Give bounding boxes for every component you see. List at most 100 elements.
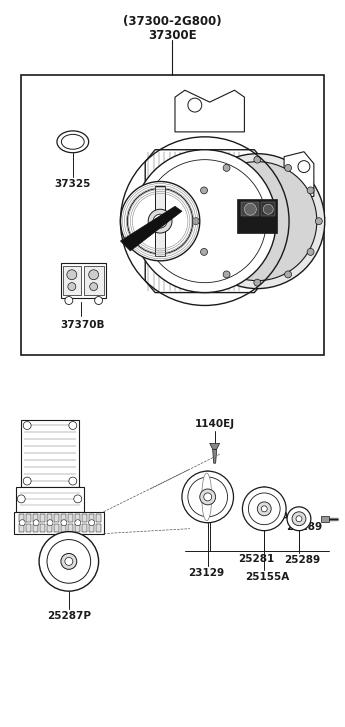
- Bar: [40, 523, 45, 531]
- Circle shape: [69, 477, 77, 485]
- Circle shape: [188, 477, 228, 517]
- Polygon shape: [84, 266, 104, 294]
- Bar: [47, 523, 52, 531]
- Text: 25281: 25281: [238, 555, 274, 564]
- Circle shape: [33, 520, 39, 526]
- Bar: [82, 523, 87, 531]
- Bar: [33, 514, 38, 522]
- Circle shape: [223, 271, 230, 278]
- Circle shape: [254, 156, 261, 163]
- Circle shape: [19, 520, 25, 526]
- Text: 25287P: 25287P: [47, 611, 91, 621]
- Circle shape: [153, 214, 167, 228]
- Text: 23129: 23129: [188, 499, 224, 510]
- Ellipse shape: [57, 131, 89, 153]
- Ellipse shape: [61, 134, 84, 149]
- Polygon shape: [237, 199, 277, 233]
- Text: (37300-2G800): (37300-2G800): [123, 15, 221, 28]
- Bar: [68, 514, 73, 522]
- Bar: [47, 514, 52, 522]
- Circle shape: [120, 182, 200, 261]
- Circle shape: [243, 487, 286, 531]
- Bar: [82, 514, 87, 522]
- Circle shape: [148, 209, 172, 233]
- Circle shape: [61, 520, 67, 526]
- Circle shape: [89, 520, 95, 526]
- Circle shape: [75, 520, 81, 526]
- Polygon shape: [120, 206, 182, 251]
- Polygon shape: [284, 152, 314, 199]
- Bar: [40, 514, 45, 522]
- Bar: [16, 487, 84, 512]
- Bar: [96, 514, 101, 522]
- Text: 23129: 23129: [188, 569, 224, 579]
- Circle shape: [198, 161, 317, 281]
- Circle shape: [285, 164, 292, 172]
- Bar: [96, 523, 101, 531]
- Circle shape: [190, 153, 325, 289]
- Circle shape: [200, 187, 208, 194]
- Bar: [61, 514, 66, 522]
- Polygon shape: [321, 515, 329, 522]
- Circle shape: [47, 539, 91, 583]
- Polygon shape: [241, 202, 259, 216]
- Bar: [89, 514, 93, 522]
- Text: 25155A: 25155A: [245, 512, 289, 522]
- Bar: [75, 523, 80, 531]
- Text: 37370B: 37370B: [60, 321, 105, 330]
- Circle shape: [257, 502, 271, 515]
- Circle shape: [95, 297, 102, 305]
- Polygon shape: [175, 90, 244, 132]
- Bar: [19, 514, 24, 522]
- Circle shape: [254, 279, 261, 286]
- Circle shape: [315, 217, 322, 225]
- Circle shape: [17, 495, 25, 503]
- Circle shape: [307, 249, 314, 255]
- Bar: [21, 76, 324, 355]
- Polygon shape: [63, 266, 81, 294]
- Circle shape: [292, 512, 306, 526]
- Circle shape: [200, 249, 208, 255]
- Circle shape: [69, 422, 77, 430]
- Polygon shape: [145, 150, 264, 292]
- Circle shape: [61, 553, 77, 569]
- Circle shape: [39, 531, 99, 591]
- Ellipse shape: [259, 487, 269, 531]
- Circle shape: [133, 150, 276, 292]
- Circle shape: [65, 558, 73, 566]
- Ellipse shape: [202, 473, 212, 521]
- Bar: [54, 523, 59, 531]
- Bar: [14, 512, 104, 534]
- Circle shape: [298, 161, 310, 172]
- Circle shape: [244, 204, 256, 215]
- Circle shape: [188, 98, 202, 112]
- Polygon shape: [213, 449, 217, 463]
- Circle shape: [200, 489, 216, 505]
- Circle shape: [23, 422, 31, 430]
- Text: 25289: 25289: [284, 555, 320, 566]
- Circle shape: [67, 270, 77, 280]
- Text: 25289: 25289: [286, 522, 322, 531]
- Circle shape: [156, 217, 164, 225]
- Circle shape: [47, 520, 53, 526]
- Circle shape: [296, 515, 302, 522]
- Circle shape: [89, 270, 99, 280]
- Bar: [26, 514, 31, 522]
- Circle shape: [65, 297, 73, 305]
- Text: 37300E: 37300E: [148, 29, 196, 41]
- Text: 1140EJ: 1140EJ: [195, 419, 235, 430]
- Circle shape: [23, 477, 31, 485]
- Circle shape: [204, 493, 212, 501]
- Circle shape: [90, 283, 98, 291]
- Bar: [54, 514, 59, 522]
- Circle shape: [127, 188, 193, 254]
- Circle shape: [307, 187, 314, 194]
- Bar: [26, 523, 31, 531]
- Bar: [21, 419, 79, 487]
- Polygon shape: [155, 186, 165, 256]
- Bar: [75, 514, 80, 522]
- Bar: [33, 523, 38, 531]
- Polygon shape: [261, 202, 275, 216]
- Text: 37325: 37325: [55, 180, 91, 190]
- Circle shape: [263, 204, 273, 214]
